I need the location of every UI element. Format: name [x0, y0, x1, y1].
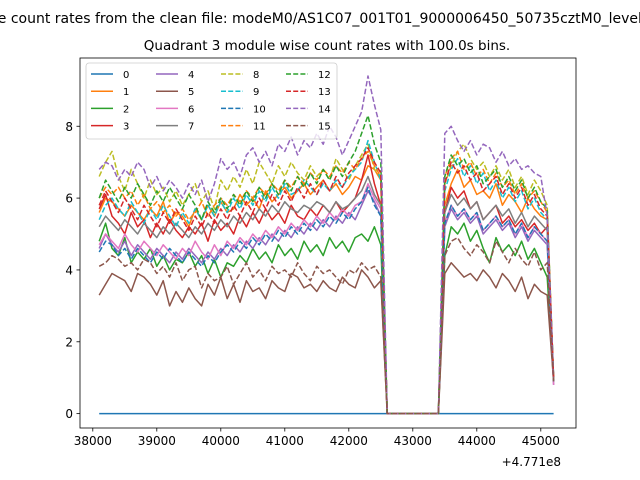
legend-label-11: 11: [253, 122, 266, 133]
legend-box: [85, 62, 338, 140]
series-line-9: [98, 139, 555, 415]
y-tick-label: 0: [65, 407, 73, 421]
legend-label-3: 3: [123, 122, 129, 133]
legend-label-6: 6: [188, 104, 194, 115]
y-tick-label: 8: [65, 120, 73, 134]
legend-label-10: 10: [253, 104, 266, 115]
legend-label-1: 1: [123, 87, 129, 98]
series-line-11: [98, 150, 555, 415]
legend-label-13: 13: [318, 87, 331, 98]
legend-label-9: 9: [253, 87, 259, 98]
legend-label-8: 8: [253, 70, 259, 81]
x-tick-label: 38000: [74, 434, 112, 448]
y-tick-label: 2: [65, 335, 73, 349]
x-tick-label: 45000: [522, 434, 560, 448]
y-axis: 0 2 4 6 8: [65, 120, 80, 421]
legend-label-2: 2: [123, 104, 129, 115]
legend-label-12: 12: [318, 70, 331, 81]
series-line-1: [98, 165, 555, 415]
series-line-2: [98, 222, 555, 415]
x-tick-label: 41000: [266, 434, 304, 448]
series-line-12: [98, 114, 555, 415]
chart-title: Quadrant 3 module wise count rates with …: [144, 38, 510, 54]
x-tick-label: 43000: [394, 434, 432, 448]
legend-label-7: 7: [188, 122, 194, 133]
y-tick-label: 6: [65, 192, 73, 206]
series-line-15: [98, 236, 555, 415]
figure-suptitle: Plot of Modulewise count rates from the …: [0, 11, 640, 27]
x-tick-label: 40000: [202, 434, 240, 448]
x-tick-label: 42000: [330, 434, 368, 448]
legend-label-15: 15: [318, 122, 331, 133]
x-axis: 38000 39000 40000 41000 42000 43000 44000 45000: [74, 428, 560, 448]
series-line-13: [98, 147, 555, 415]
series-line-10: [98, 186, 555, 415]
y-tick-label: 4: [65, 263, 73, 277]
series-line-5: [98, 262, 555, 415]
x-tick-label: 44000: [458, 434, 496, 448]
legend-label-14: 14: [318, 104, 331, 115]
legend-label-0: 0: [123, 70, 129, 81]
x-axis-offset-label: +4.771e8: [502, 455, 561, 469]
legend-label-4: 4: [188, 70, 194, 81]
axes-frame: [79, 57, 577, 429]
legend-label-5: 5: [188, 87, 194, 98]
x-tick-label: 39000: [138, 434, 176, 448]
